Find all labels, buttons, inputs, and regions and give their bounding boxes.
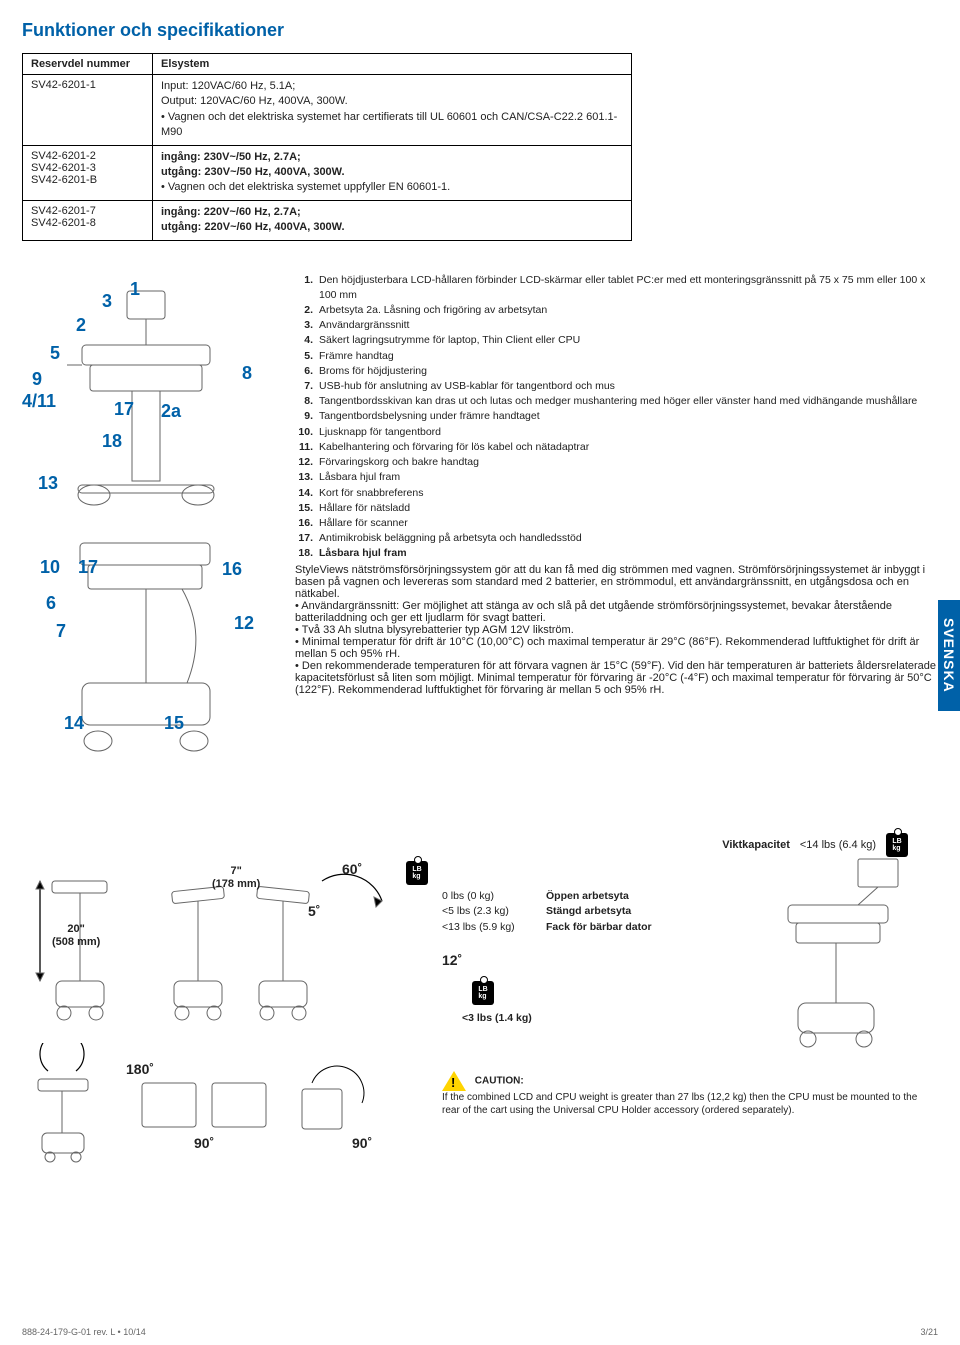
dim-5deg: 5˚ <box>308 903 320 919</box>
footer-left: 888-24-179-G-01 rev. L • 10/14 <box>22 1327 146 1337</box>
spec-detail-2: ingång: 220V~/60 Hz, 2.7A; utgång: 220V~… <box>153 200 632 240</box>
callout-18: 18 <box>102 431 122 452</box>
spec-part-2: SV42-6201-7 SV42-6201-8 <box>23 200 153 240</box>
callout-2a: 2a <box>161 401 181 422</box>
cap-block: LBkg 0 lbs (0 kg)Öppen arbetsyta <5 lbs … <box>442 861 652 1027</box>
language-tab: SVENSKA <box>938 600 960 711</box>
callout-9: 9 <box>32 369 42 390</box>
callout-12: 12 <box>234 613 254 634</box>
spec-part-1: SV42-6201-2 SV42-6201-3 SV42-6201-B <box>23 145 153 200</box>
callout-1: 1 <box>130 279 140 300</box>
callout-8: 8 <box>242 363 252 384</box>
callout-4-11: 4/11 <box>22 391 56 412</box>
feature-list: 1.Den höjdjusterbara LCD-hållaren förbin… <box>295 273 938 562</box>
callout-13: 13 <box>38 473 58 494</box>
callout-3: 3 <box>102 291 112 312</box>
cap-bottom: <3 lbs (1.4 kg) <box>462 1012 532 1024</box>
cap-top: <14 lbs (6.4 kg) <box>800 839 876 851</box>
feature-18-sub: StyleViews nätströmsförsörjningssystem g… <box>295 564 938 696</box>
dimensions-section: Viktkapacitet <14 lbs (6.4 kg) LBkg <box>22 833 938 1173</box>
dim-20in: 20"(508 mm) <box>52 923 100 949</box>
cap-label: Viktkapacitet <box>722 839 790 851</box>
spec-header-left: Reservdel nummer <box>23 54 153 75</box>
dim-60deg: 60˚ <box>342 861 362 877</box>
callout-17a: 17 <box>78 557 98 578</box>
weight-icon-2: LBkg <box>406 861 428 885</box>
callout-15: 15 <box>164 713 184 734</box>
page-title: Funktioner och specifikationer <box>22 20 938 41</box>
callout-16: 16 <box>222 559 242 580</box>
spec-detail-1: ingång: 230V~/50 Hz, 2.7A; utgång: 230V~… <box>153 145 632 200</box>
callout-7: 7 <box>56 621 66 642</box>
callout-10: 10 <box>40 557 60 578</box>
dim-90b: 90˚ <box>352 1135 372 1151</box>
spec-header-right: Elsystem <box>153 54 632 75</box>
warning-icon <box>442 1071 466 1091</box>
callout-17b: 17 <box>114 399 134 420</box>
spec-part-0: SV42-6201-1 <box>23 75 153 146</box>
weight-icon-3: LBkg <box>472 981 494 1005</box>
callout-6: 6 <box>46 593 56 614</box>
dim-180deg: 180˚ <box>126 1061 154 1077</box>
callout-5: 5 <box>50 343 60 364</box>
callout-2: 2 <box>76 315 86 336</box>
footer-right: 3/21 <box>920 1327 938 1337</box>
dim-7in: 7"(178 mm) <box>212 865 260 891</box>
callout-14: 14 <box>64 713 84 734</box>
cart-diagram: 1 2 2a 3 4/11 5 6 7 8 9 10 12 13 14 15 1… <box>22 273 277 793</box>
spec-table: Reservdel nummer Elsystem SV42-6201-1 In… <box>22 53 632 241</box>
caution-block: CAUTION: If the combined LCD and CPU wei… <box>442 1071 918 1118</box>
dim-12deg: 12˚ <box>442 952 462 968</box>
spec-detail-0: Input: 120VAC/60 Hz, 5.1A; Output: 120VA… <box>153 75 632 146</box>
dim-90a: 90˚ <box>194 1135 214 1151</box>
